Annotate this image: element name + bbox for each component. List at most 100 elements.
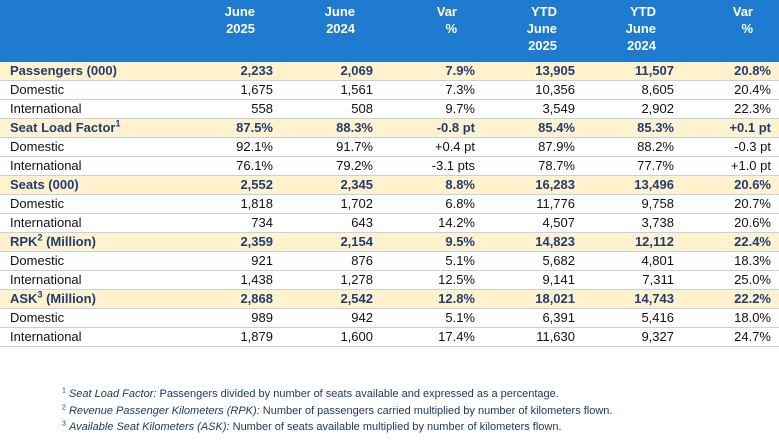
value-cell: 2,542 <box>281 289 381 309</box>
value-cell: 1,879 <box>190 327 281 347</box>
footnote-text: Number of seats available multiplied by … <box>229 421 562 433</box>
header-row: June 2025 June 2024 Var% YTD June 2025 YTD June 20… <box>0 0 779 62</box>
section-row: Seat Load Factor1 87.5% 88.3% -0.8 pt 85.4% 8… <box>0 118 779 138</box>
value-cell: 558 <box>190 99 281 119</box>
value-cell: 16,283 <box>483 175 583 195</box>
value-cell: 2,359 <box>190 232 281 252</box>
value-cell: 25.0% <box>682 270 779 290</box>
data-row: Domestic 989 942 5.1% 6,391 5,416 18.0% <box>0 308 779 328</box>
value-cell: +1.0 pt <box>682 156 779 176</box>
value-cell: 876 <box>281 251 381 271</box>
value-cell: 989 <box>190 308 281 328</box>
value-cell: 2,233 <box>190 62 281 81</box>
header-cell <box>0 0 190 62</box>
value-cell: 1,675 <box>190 80 281 100</box>
value-cell: 10,356 <box>483 80 583 100</box>
value-cell: 14,743 <box>583 289 682 309</box>
header-text: YTD <box>630 4 656 19</box>
value-cell: 9,141 <box>483 270 583 290</box>
value-cell: 88.3% <box>281 118 381 138</box>
value-cell: 13,905 <box>483 62 583 81</box>
footnote-text: Passengers divided by number of seats av… <box>156 388 559 400</box>
value-cell: 85.3% <box>583 118 682 138</box>
value-cell: 20.6% <box>682 175 779 195</box>
value-cell: 942 <box>281 308 381 328</box>
value-cell: 78.7% <box>483 156 583 176</box>
traffic-table: June 2025 June 2024 Var% YTD June 2025 YTD June 20… <box>0 0 779 347</box>
section-row: ASK3 (Million) 2,868 2,542 12.8% 18,021 14,74… <box>0 289 779 309</box>
value-cell: 7.3% <box>381 80 483 100</box>
value-cell: 18.0% <box>682 308 779 328</box>
value-cell: 6.8% <box>381 194 483 214</box>
row-label: International <box>0 213 190 233</box>
label-text: (Million) <box>42 291 96 306</box>
value-cell: 1,438 <box>190 270 281 290</box>
value-cell: 11,776 <box>483 194 583 214</box>
value-cell: +0.4 pt <box>381 137 483 157</box>
value-cell: 20.4% <box>682 80 779 100</box>
value-cell: 22.4% <box>682 232 779 252</box>
value-cell: 12,112 <box>583 232 682 252</box>
row-label: Seats (000) <box>0 175 190 195</box>
value-cell: 2,154 <box>281 232 381 252</box>
value-cell: 9.5% <box>381 232 483 252</box>
section-row: Seats (000) 2,552 2,345 8.8% 16,283 13,496 20.… <box>0 175 779 195</box>
value-cell: 8.8% <box>381 175 483 195</box>
value-cell: 11,630 <box>483 327 583 347</box>
data-row: International 558 508 9.7% 3,549 2,902 22.3% <box>0 99 779 119</box>
footnote-ref: 2 <box>37 232 43 243</box>
value-cell: 2,345 <box>281 175 381 195</box>
value-cell: 18.3% <box>682 251 779 271</box>
value-cell: 9.7% <box>381 99 483 119</box>
header-cell: YTD June 2024 <box>583 0 682 62</box>
label-text: Seats (000) <box>10 177 79 192</box>
value-cell: 79.2% <box>281 156 381 176</box>
section-row: Passengers (000) 2,233 2,069 7.9% 13,905 11,5… <box>0 62 779 81</box>
label-text: ASK <box>10 291 38 306</box>
row-label: Domestic <box>0 137 190 157</box>
footnote-number: 3 <box>62 420 66 428</box>
header-text: June <box>625 21 656 36</box>
value-cell: 4,507 <box>483 213 583 233</box>
header-text: Var <box>436 4 457 19</box>
value-cell: 12.5% <box>381 270 483 290</box>
header-cell: Var% <box>381 0 483 62</box>
value-cell: 734 <box>190 213 281 233</box>
header-text: 2025 <box>226 21 255 36</box>
value-cell: 3,738 <box>583 213 682 233</box>
footnotes: 1 Seat Load Factor: Passengers divided b… <box>62 386 612 436</box>
row-label: International <box>0 156 190 176</box>
value-cell: 87.5% <box>190 118 281 138</box>
value-cell: 92.1% <box>190 137 281 157</box>
value-cell: 5,416 <box>583 308 682 328</box>
value-cell: 1,702 <box>281 194 381 214</box>
value-cell: 85.4% <box>483 118 583 138</box>
header-text: 2025 <box>528 38 557 53</box>
data-row: International 76.1% 79.2% -3.1 pts 78.7% 77.7… <box>0 156 779 176</box>
value-cell: 1,600 <box>281 327 381 347</box>
value-cell: 18,021 <box>483 289 583 309</box>
footnote-ref: 1 <box>115 118 121 129</box>
value-cell: -3.1 pts <box>381 156 483 176</box>
footnote-number: 2 <box>62 403 66 411</box>
data-row: International 1,438 1,278 12.5% 9,141 7,311 25… <box>0 270 779 290</box>
row-label: International <box>0 327 190 347</box>
value-cell: 1,818 <box>190 194 281 214</box>
value-cell: 4,801 <box>583 251 682 271</box>
data-row: International 734 643 14.2% 4,507 3,738 20.6% <box>0 213 779 233</box>
header-text: 2024 <box>627 38 656 53</box>
value-cell: 5,682 <box>483 251 583 271</box>
label-text: Passengers (000) <box>10 63 117 78</box>
header-text: June <box>526 21 557 36</box>
footnote-term: Revenue Passenger Kilometers (RPK): <box>68 404 260 417</box>
section-row: RPK2 (Million) 2,359 2,154 9.5% 14,823 12,112… <box>0 232 779 252</box>
table-body: Passengers (000) 2,233 2,069 7.9% 13,905 11,5… <box>0 62 779 347</box>
value-cell: 87.9% <box>483 137 583 157</box>
label-text: (Million) <box>42 234 96 249</box>
data-row: Domestic 1,818 1,702 6.8% 11,776 9,758 20.7% <box>0 194 779 214</box>
row-label: RPK2 (Million) <box>0 232 190 252</box>
header-text: % <box>741 21 753 36</box>
value-cell: 7,311 <box>583 270 682 290</box>
value-cell: 5.1% <box>381 251 483 271</box>
header-text: June <box>324 4 355 19</box>
